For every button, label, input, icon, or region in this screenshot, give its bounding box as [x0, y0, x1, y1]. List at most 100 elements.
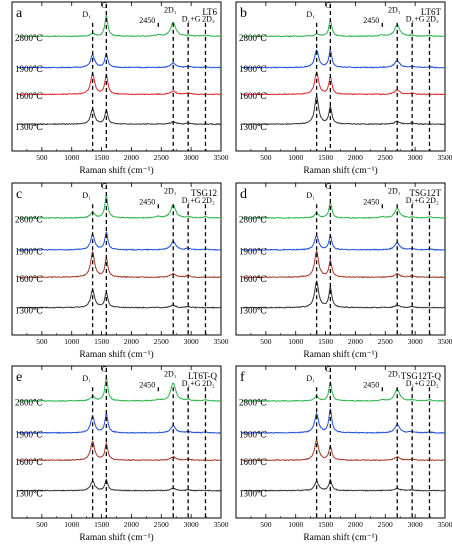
x-tick-label: 500: [36, 337, 48, 346]
plot-frame: [11, 1, 222, 152]
x-tick-label: 2500: [378, 153, 393, 162]
peak-label: 2450: [139, 197, 155, 206]
x-tick-label: 2000: [348, 337, 363, 346]
x-tick-label: 2000: [124, 520, 139, 529]
x-axis-title: Raman shift (cm⁻¹): [79, 349, 153, 360]
peak-label: D₁+G: [182, 196, 201, 205]
spectrum-1900c: [241, 48, 446, 69]
x-tick-label: 3500: [214, 520, 229, 529]
panel-f: 500 1000 1500 2000 2500 3000 3500 Raman shift (…: [235, 365, 452, 543]
peak-label: D₁: [306, 374, 315, 383]
plot-frame: [235, 1, 446, 152]
x-tick-label: 3500: [438, 337, 452, 346]
peak-label: G: [325, 365, 331, 374]
x-tick-label: 2000: [348, 520, 363, 529]
x-tick-label: 1500: [318, 337, 333, 346]
peak-label: 2450: [139, 380, 155, 389]
panel-letter: f: [240, 370, 245, 385]
temperature-label: 1300℃: [239, 306, 267, 316]
x-tick-label: 2500: [154, 337, 169, 346]
spectrum-2800c: [241, 17, 446, 38]
temperature-label: 1300℃: [15, 489, 43, 499]
spectrum-2800c: [241, 201, 446, 220]
temperature-label: 1600℃: [15, 457, 43, 467]
temperature-label: 1900℃: [15, 64, 43, 74]
peak-label: 2D₁: [388, 370, 401, 379]
spectrum-1900c: [17, 52, 222, 69]
x-tick-label: 1000: [288, 520, 303, 529]
x-tick-label: 2500: [378, 337, 393, 346]
temperature-label: 2800℃: [239, 33, 267, 43]
spectrum-1600c: [241, 438, 446, 462]
spectrum-1300c: [241, 280, 446, 309]
temperature-label: 1900℃: [15, 429, 43, 439]
x-tick-label: 2000: [124, 153, 139, 162]
x-tick-label: 3000: [184, 520, 199, 529]
x-tick-label: 500: [260, 520, 272, 529]
temperature-label: 1600℃: [15, 91, 43, 101]
temperature-label: 1600℃: [15, 274, 43, 284]
x-axis-title: Raman shift (cm⁻¹): [79, 165, 153, 176]
spectrum-1900c: [17, 411, 222, 434]
peak-label: G: [325, 182, 331, 191]
panel-letter: b: [240, 6, 247, 21]
spectrum-1600c: [241, 71, 446, 96]
panel-d: 500 1000 1500 2000 2500 3000 3500 Raman shift (…: [235, 182, 452, 360]
peak-label: 2450: [139, 16, 155, 25]
peak-label: 2D₁: [388, 5, 401, 14]
sample-title: TSG12: [191, 188, 217, 198]
temperature-label: 1300℃: [15, 306, 43, 316]
x-tick-label: 1500: [318, 520, 333, 529]
panel-letter: d: [240, 187, 247, 202]
temperature-label: 1600℃: [239, 274, 267, 284]
peak-label: D₁+G: [406, 196, 425, 205]
peak-label: D₁: [82, 191, 91, 200]
panel-e: 500 1000 1500 2000 2500 3000 3500 Raman shift (…: [11, 365, 229, 543]
spectrum-1900c: [241, 233, 446, 251]
sample-title: LT6T-Q: [188, 371, 217, 381]
x-tick-label: 1500: [318, 153, 333, 162]
temperature-label: 1900℃: [15, 246, 43, 256]
x-tick-label: 2500: [154, 520, 169, 529]
temperature-label: 1900℃: [239, 246, 267, 256]
sample-title: LT6T: [421, 7, 442, 17]
spectrum-1600c: [17, 440, 222, 462]
x-tick-label: 500: [260, 153, 272, 162]
peak-label: 2D₂: [426, 196, 439, 205]
peak-label: 2D₂: [426, 14, 439, 23]
peak-label: 2D₁: [164, 187, 177, 196]
peak-label: D₁+G: [406, 379, 425, 388]
peak-label: D₁+G: [182, 14, 201, 23]
x-tick-label: 500: [36, 153, 48, 162]
temperature-label: 1300℃: [15, 122, 43, 132]
x-tick-label: 1500: [94, 520, 109, 529]
panel-b: 500 1000 1500 2000 2500 3000 3500 Raman shift (…: [235, 1, 452, 176]
temperature-label: 1900℃: [239, 429, 267, 439]
peak-label: G: [101, 182, 107, 191]
peak-label: D₁+G: [182, 379, 201, 388]
peak-label: 2D₁: [388, 187, 401, 196]
temperature-label: 2800℃: [15, 33, 43, 43]
peak-label: 2450: [363, 380, 379, 389]
spectrum-1600c: [17, 71, 222, 96]
x-tick-label: 3500: [214, 337, 229, 346]
plot-frame: [235, 182, 446, 336]
peak-label: 2D₂: [202, 379, 215, 388]
temperature-label: 1600℃: [239, 457, 267, 467]
sample-title: TSG12T: [410, 188, 442, 198]
x-tick-label: 500: [36, 520, 48, 529]
x-tick-label: 3500: [438, 520, 452, 529]
temperature-label: 1300℃: [239, 489, 267, 499]
x-tick-label: 3500: [438, 153, 452, 162]
peak-label: D₁+G: [406, 14, 425, 23]
plot-frame: [11, 182, 222, 336]
x-tick-label: 2000: [124, 337, 139, 346]
x-axis-title: Raman shift (cm⁻¹): [303, 349, 377, 360]
peak-label: 2450: [363, 197, 379, 206]
peak-label: D₁: [306, 10, 315, 19]
x-tick-label: 1500: [94, 153, 109, 162]
spectrum-1300c: [241, 478, 445, 492]
peak-label: D₁: [82, 374, 91, 383]
temperature-label: 1300℃: [239, 122, 267, 132]
